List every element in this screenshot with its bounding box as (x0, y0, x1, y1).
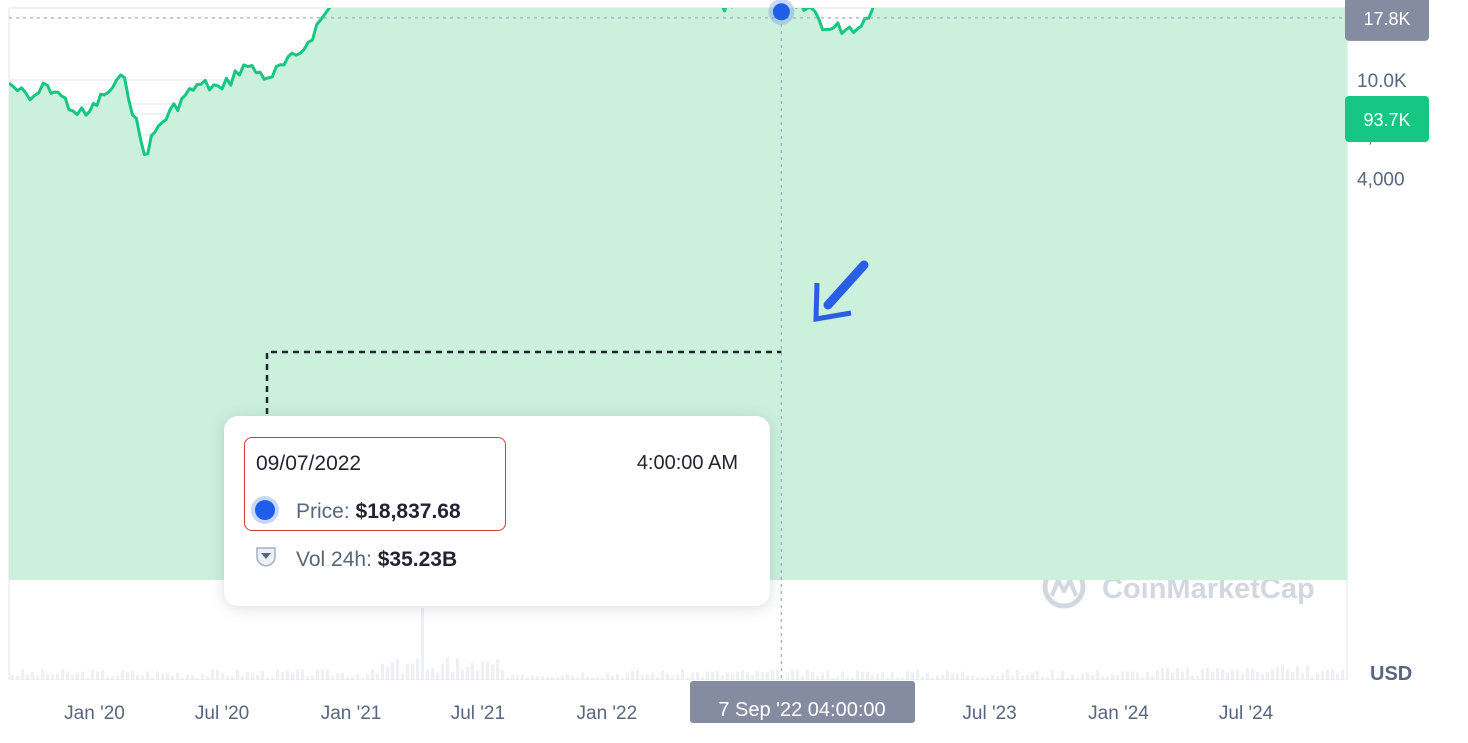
tooltip-highlight-box (244, 437, 506, 531)
currency-unit-label: USD (1370, 663, 1412, 685)
x-tick-label: Jan '21 (321, 703, 382, 724)
crosshair-price-tag (1345, 0, 1429, 41)
volume-bars (9, 608, 1347, 680)
x-tick-label: Jul '23 (962, 703, 1016, 724)
tooltip-price-value: $18,837.68 (355, 500, 461, 523)
tooltip-volume-label: Vol 24h: (296, 548, 372, 571)
crosshair-price-label: 17.8K (1363, 9, 1410, 29)
tooltip-volume-value: $35.23B (377, 548, 458, 571)
x-tick-label: Jan '22 (577, 703, 638, 724)
crosshair (9, 10, 1347, 680)
x-tick-label: Jul '24 (1219, 703, 1274, 724)
volume-shield-icon (256, 547, 276, 567)
price-tooltip: 09/07/2022 4:00:00 AM Price: $18,837.68 … (224, 416, 770, 606)
pointer-arrow-icon (813, 260, 869, 322)
x-axis: Jan '20 Jul '20 Jan '21 Jul '21 Jan '22 Jul '… (64, 703, 1274, 724)
tooltip-date: 09/07/2022 (256, 452, 362, 475)
tooltip-price-row: Price: $18,837.68 (296, 500, 461, 524)
price-dot-icon (255, 500, 275, 520)
x-tick-label: Jul '20 (195, 703, 249, 724)
crosshair-time-tag (690, 681, 915, 723)
y-tick-label: 10.0K (1357, 71, 1407, 92)
last-price-tag (1345, 96, 1429, 142)
tooltip-price-label: Price: (296, 500, 350, 523)
x-tick-label: Jan '20 (64, 703, 125, 724)
y-tick-label: 4,000 (1357, 169, 1405, 190)
last-price-label: 93.7K (1363, 110, 1410, 130)
x-tick-label: Jan '24 (1088, 703, 1149, 724)
price-line (9, 8, 875, 156)
event-markers[interactable] (557, 0, 795, 25)
x-tick-label: Jul '21 (451, 703, 505, 724)
tooltip-volume-row: Vol 24h: $35.23B (296, 548, 457, 572)
crosshair-time-label: 7 Sep '22 04:00:00 (718, 699, 885, 721)
tooltip-time: 4:00:00 AM (636, 452, 738, 474)
event-marker[interactable] (772, 3, 790, 21)
